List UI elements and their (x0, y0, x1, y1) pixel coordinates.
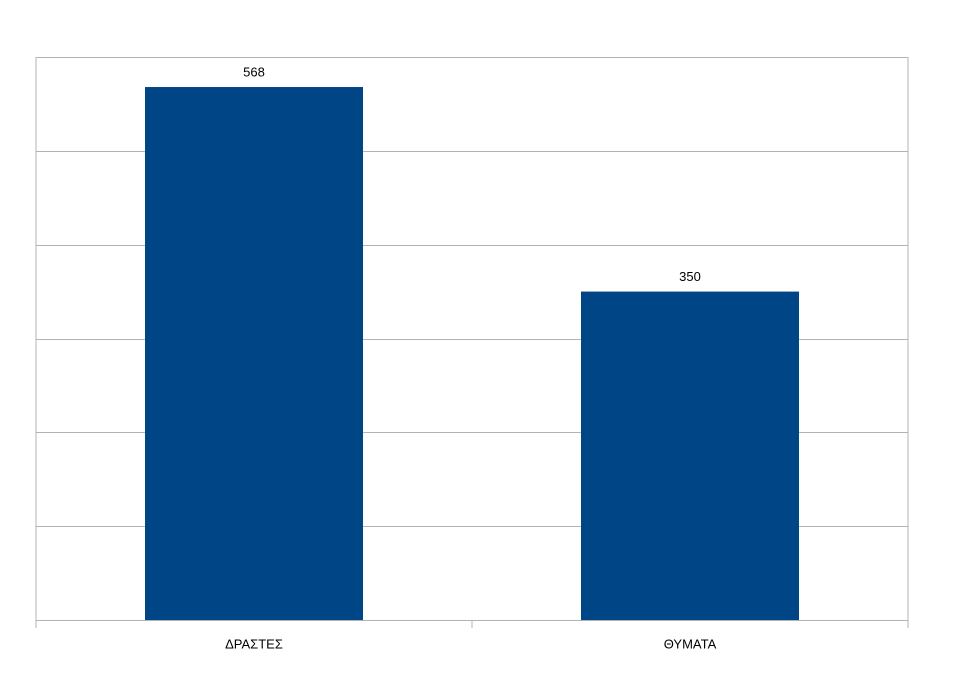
value-label: 350 (679, 269, 701, 284)
bar (581, 291, 799, 620)
value-label: 568 (243, 64, 265, 79)
x-tick-label: ΘΥΜΑΤΑ (664, 636, 717, 651)
x-tick-label: ΔΡΑΣΤΕΣ (225, 636, 283, 651)
bar (145, 87, 363, 620)
